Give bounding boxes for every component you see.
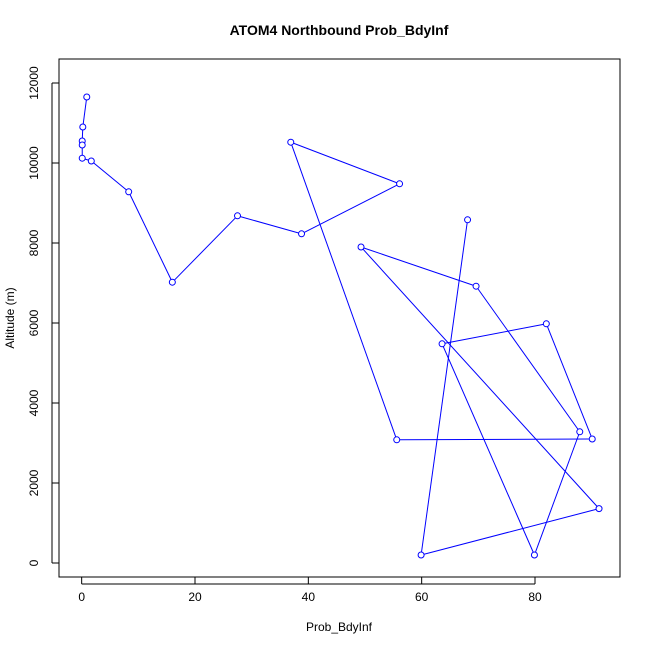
series-0-point-22 [464, 216, 472, 224]
x-tick-label-2: 40 [302, 590, 316, 604]
series-lines [81, 99, 598, 555]
y-axis: 0 2000 4000 6000 8000 10000 12000 [27, 66, 59, 566]
series-0-segment-20 [423, 508, 597, 555]
series-0-segment-14 [444, 323, 544, 344]
series-0-segment-13 [546, 326, 592, 437]
series-0-segment-7 [174, 217, 236, 281]
series-0-segment-4 [84, 158, 89, 161]
series-0-segment-12 [399, 438, 590, 441]
series-0-point-7 [168, 278, 176, 286]
series-0-point-13 [588, 435, 596, 443]
series-0-point-16 [530, 551, 538, 559]
y-tick-label-1: 2000 [27, 469, 41, 496]
series-0-point-15 [438, 340, 446, 348]
series-0-point-19 [357, 243, 365, 251]
series-0-point-0 [83, 93, 91, 101]
series-0-segment-17 [477, 288, 579, 430]
series-0-segment-16 [535, 434, 580, 553]
series-0-point-18 [472, 282, 480, 290]
x-tick-label-1: 20 [188, 590, 202, 604]
series-0-point-4 [78, 154, 86, 162]
series-0-segment-18 [363, 247, 474, 286]
series-0-point-20 [595, 505, 603, 513]
series-0-point-17 [576, 428, 584, 436]
y-tick-label-3: 6000 [27, 309, 41, 336]
chart-title: ATOM4 Northbound Prob_BdyInf [230, 22, 449, 38]
x-tick-label-3: 60 [415, 590, 429, 604]
series-0-point-14 [542, 320, 550, 328]
y-tick-label-2: 4000 [27, 389, 41, 416]
y-axis-label: Altitude (m) [3, 287, 17, 348]
y-tick-label-4: 8000 [27, 229, 41, 256]
series-0-point-21 [417, 551, 425, 559]
x-tick-label-4: 80 [528, 590, 542, 604]
series-0-point-1 [79, 123, 87, 131]
series-0-point-12 [393, 436, 401, 444]
series-0-segment-9 [303, 184, 398, 233]
series-0-point-5 [87, 157, 95, 165]
x-axis: 0 20 40 60 80 [78, 577, 542, 604]
series-0-point-8 [234, 212, 241, 220]
series-0-segment-0 [82, 99, 87, 125]
data-points [78, 93, 603, 559]
plot-frame [58, 58, 621, 578]
y-tick-label-5: 10000 [27, 146, 41, 180]
series-0-point-10 [396, 180, 404, 188]
series-0-segment-21 [421, 222, 468, 553]
x-axis-label: Prob_BdyInf [306, 620, 373, 634]
series-0-segment-5 [93, 162, 127, 191]
series-0-segment-6 [129, 194, 172, 280]
series-0-point-9 [298, 230, 306, 238]
series-0-segment-10 [293, 142, 397, 184]
series-0-point-11 [287, 138, 295, 146]
x-tick-label-0: 0 [78, 590, 85, 604]
y-tick-label-0: 0 [27, 559, 41, 566]
series-0-segment-15 [442, 346, 534, 553]
series-0-point-3 [78, 141, 86, 149]
y-tick-label-6: 12000 [27, 66, 41, 100]
series-0-point-6 [125, 188, 133, 196]
series-0-segment-11 [291, 144, 397, 438]
series-0-segment-19 [362, 248, 598, 507]
series-0-segment-8 [240, 216, 299, 234]
